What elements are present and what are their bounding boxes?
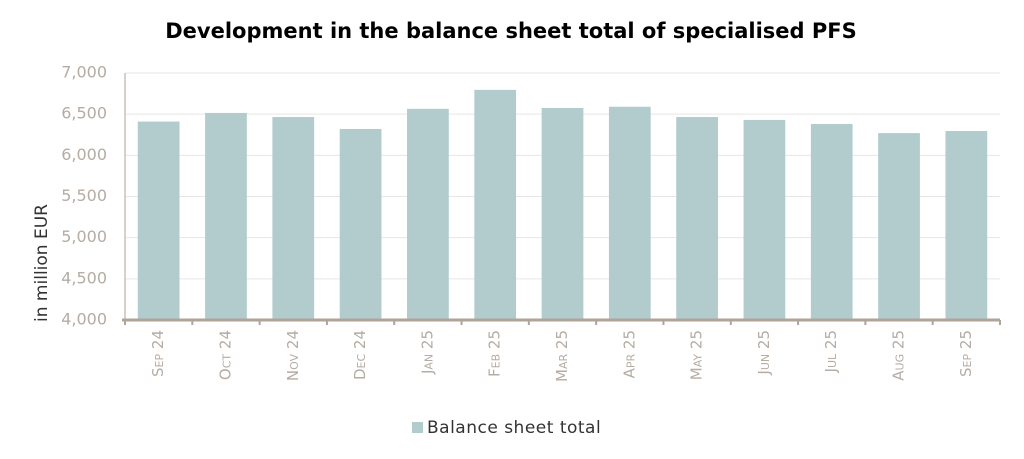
y-tick-label: 7,000 bbox=[61, 63, 107, 82]
bar bbox=[945, 131, 988, 320]
y-axis-label: in million EUR bbox=[32, 204, 52, 322]
y-tick-label: 6,000 bbox=[61, 145, 107, 164]
bar bbox=[810, 124, 853, 321]
y-tick-label: 5,000 bbox=[61, 227, 107, 246]
bar bbox=[608, 106, 651, 320]
x-tick-label: Jan 25 bbox=[418, 330, 436, 375]
x-tick-label: Jun 25 bbox=[755, 330, 773, 376]
x-tick-label: Dec 24 bbox=[351, 330, 369, 380]
bar bbox=[474, 89, 517, 321]
y-tick-label: 4,500 bbox=[61, 268, 107, 287]
x-tick-label: May 25 bbox=[688, 330, 706, 380]
y-tick-label: 6,500 bbox=[61, 104, 107, 123]
x-tick-label: Jul 25 bbox=[822, 330, 840, 373]
legend-label: Balance sheet total bbox=[427, 418, 601, 438]
chart-title: Development in the balance sheet total o… bbox=[165, 19, 857, 43]
bar bbox=[878, 133, 920, 320]
bar bbox=[407, 108, 449, 320]
x-tick-label: Mar 25 bbox=[553, 330, 571, 382]
y-tick-label: 5,500 bbox=[61, 186, 107, 205]
x-tick-label: Sep 25 bbox=[957, 330, 975, 377]
bar bbox=[272, 117, 315, 320]
legend-swatch bbox=[412, 422, 423, 433]
bar bbox=[205, 112, 247, 320]
x-tick-label: Apr 25 bbox=[620, 330, 638, 378]
x-tick-label: Feb 25 bbox=[486, 330, 504, 377]
bar bbox=[676, 117, 718, 320]
bar bbox=[743, 119, 786, 321]
bar bbox=[541, 107, 584, 320]
x-tick-label: Nov 24 bbox=[284, 330, 302, 381]
x-tick-label: Sep 24 bbox=[149, 330, 167, 377]
bar bbox=[137, 121, 180, 321]
y-tick-label: 4,000 bbox=[61, 310, 107, 329]
bar bbox=[339, 128, 382, 320]
x-tick-label: Oct 24 bbox=[216, 330, 234, 380]
x-tick-label: Aug 25 bbox=[890, 330, 908, 381]
